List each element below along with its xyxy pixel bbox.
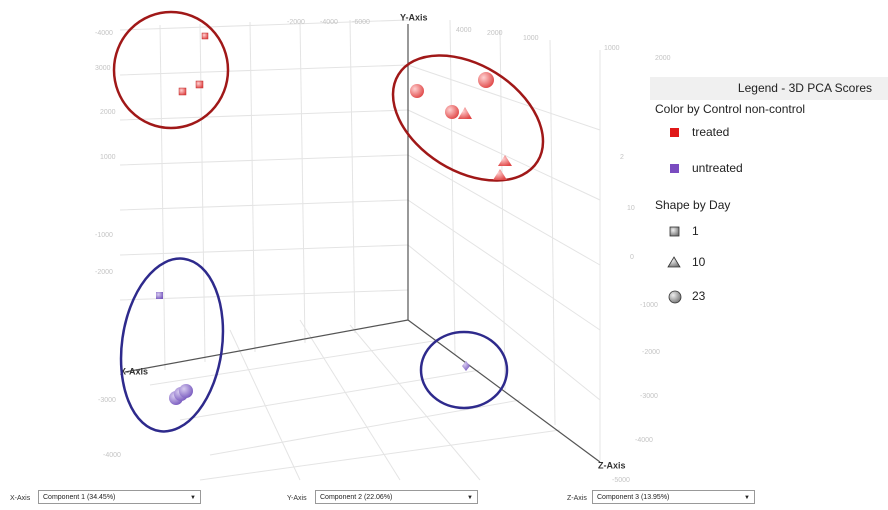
dropdown-value: Component 2 (22.06%) xyxy=(320,494,393,501)
dropdown-arrow: ▼ xyxy=(190,495,196,501)
tick-label: 3000 xyxy=(95,65,111,72)
tick-label: -2000 xyxy=(95,269,113,276)
points xyxy=(156,32,512,405)
grid xyxy=(119,19,601,481)
cluster-ring xyxy=(419,330,509,410)
tick-label: -3000 xyxy=(640,393,658,400)
dropdown-value: Component 3 (13.95%) xyxy=(597,494,670,501)
tick-label: 0 xyxy=(630,254,634,261)
point xyxy=(493,169,507,180)
tick-label: 2 xyxy=(620,154,624,161)
tick-label: -6000 xyxy=(352,19,370,26)
axis-dropdown[interactable]: Component 2 (22.06%) ▼ xyxy=(315,490,478,504)
legend-header xyxy=(650,77,888,100)
tick-label: 10 xyxy=(627,205,635,212)
tick-label: 1000 xyxy=(523,35,539,42)
legend-section-title: Shape by Day xyxy=(655,198,730,212)
axis-dropdown[interactable]: Component 3 (13.95%) ▼ xyxy=(592,490,755,504)
tick-label: -4000 xyxy=(103,452,121,459)
legend-swatch xyxy=(670,128,679,137)
control-label: X-Axis xyxy=(10,495,31,502)
tick-label: 2000 xyxy=(655,55,671,62)
point xyxy=(201,32,209,40)
legend-item: 1 xyxy=(692,224,699,238)
tick-label: -4000 xyxy=(95,30,113,37)
tick-label: 2000 xyxy=(487,30,503,37)
dropdown-arrow: ▼ xyxy=(467,495,473,501)
tick-label: -5000 xyxy=(612,477,630,484)
legend-title: Legend - 3D PCA Scores xyxy=(738,81,872,95)
point xyxy=(445,105,459,119)
legend-section-title: Color by Control non-control xyxy=(655,102,805,116)
tick-label: 2000 xyxy=(100,109,116,116)
tick-label: -2000 xyxy=(287,19,305,26)
point xyxy=(178,87,187,96)
z-axis-title: Z-Axis xyxy=(598,460,626,470)
point xyxy=(410,84,424,98)
legend-swatch xyxy=(667,256,681,268)
axes xyxy=(124,24,601,463)
point xyxy=(498,155,512,166)
legend-item: untreated xyxy=(692,161,743,175)
point xyxy=(179,384,193,398)
tick-label: 1000 xyxy=(100,154,116,161)
axis-dropdown[interactable]: Component 1 (34.45%) ▼ xyxy=(38,490,201,504)
cluster-ring xyxy=(112,10,230,130)
tick-label: -1000 xyxy=(95,232,113,239)
legend-item: 10 xyxy=(692,255,706,269)
legend-swatch xyxy=(669,226,680,237)
point xyxy=(458,107,472,119)
z-axis-line xyxy=(407,319,601,463)
legend-item: 23 xyxy=(692,289,706,303)
tick-label: 1000 xyxy=(604,45,620,52)
tick-label: 4000 xyxy=(456,27,472,34)
pca-3d-plot: Y-Axis X-Axis Z-Axis -4000 -2000 -4000 -600… xyxy=(95,10,888,484)
legend-item: treated xyxy=(692,125,729,139)
point xyxy=(478,72,494,88)
x-axis-line xyxy=(124,319,409,373)
tick-label: -4000 xyxy=(635,437,653,444)
point xyxy=(156,292,163,299)
x-axis-title: X-Axis xyxy=(120,366,148,376)
legend-swatch xyxy=(670,164,679,173)
point xyxy=(462,361,470,371)
y-axis-title: Y-Axis xyxy=(400,12,428,22)
legend-swatch xyxy=(668,290,682,304)
cluster-ring xyxy=(119,257,225,433)
dropdown-value: Component 1 (34.45%) xyxy=(43,494,116,501)
dropdown-arrow: ▼ xyxy=(744,495,750,501)
point xyxy=(195,80,204,89)
tick-label: -1000 xyxy=(640,302,658,309)
tick-label: -3000 xyxy=(98,397,116,404)
control-label: Y-Axis xyxy=(287,495,307,502)
control-label: Z-Axis xyxy=(567,495,587,502)
tick-label: -4000 xyxy=(320,19,338,26)
tick-label: -2000 xyxy=(642,349,660,356)
cluster-ring xyxy=(391,54,545,182)
